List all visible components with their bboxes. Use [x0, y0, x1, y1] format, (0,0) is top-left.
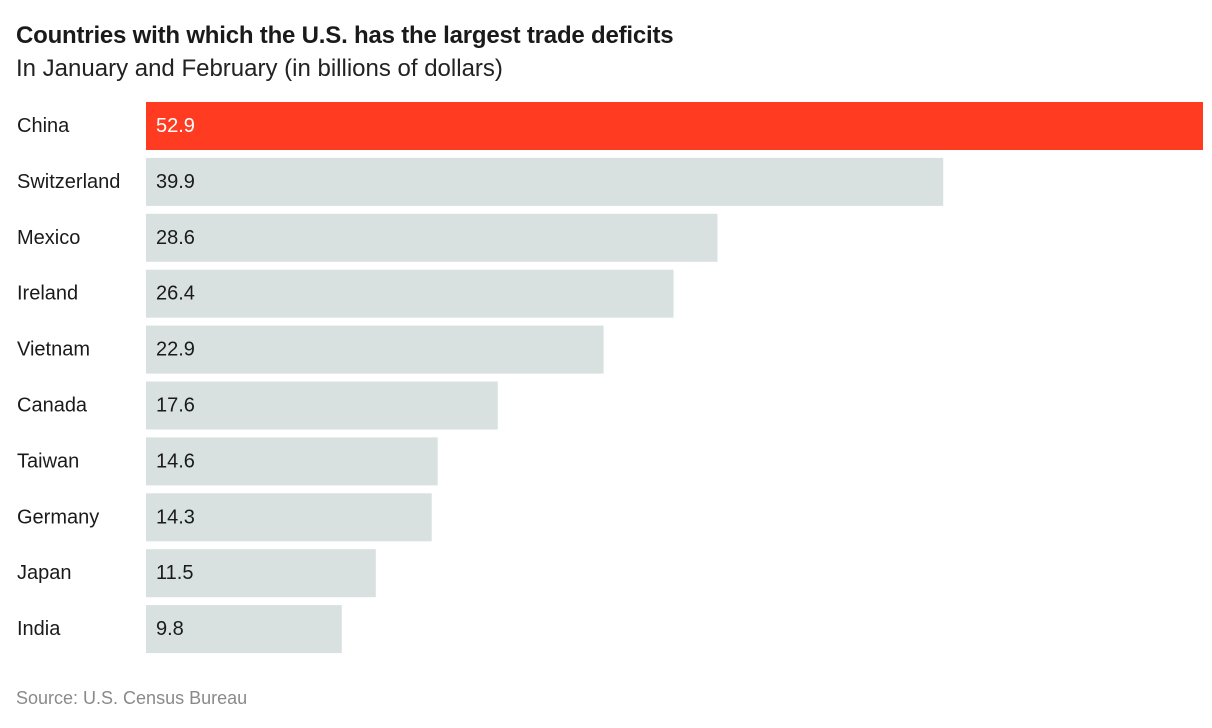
value-label: 11.5: [156, 562, 193, 584]
bar-row-canada: Canada 17.6: [17, 381, 498, 430]
category-label: Vietnam: [17, 339, 90, 361]
category-label: Germany: [17, 506, 99, 528]
category-label: China: [17, 115, 70, 137]
value-label: 22.9: [156, 339, 195, 361]
bar: [146, 493, 432, 542]
value-label: 14.6: [156, 450, 195, 472]
category-label: Taiwan: [17, 450, 79, 472]
category-label: Canada: [17, 395, 88, 417]
bar-row-germany: Germany 14.3: [17, 493, 432, 542]
bar: [146, 437, 438, 486]
category-label: India: [17, 618, 61, 640]
bar-row-mexico: Mexico 28.6: [17, 213, 718, 262]
chart-title: Countries with which the U.S. has the la…: [16, 22, 674, 49]
category-label: Switzerland: [17, 171, 120, 193]
bar-row-japan: Japan 11.5: [17, 549, 376, 598]
bar: [146, 605, 342, 654]
category-label: Mexico: [17, 227, 80, 249]
bar-row-ireland: Ireland 26.4: [17, 269, 674, 318]
bar: [146, 325, 604, 374]
bar: [146, 549, 376, 598]
category-label: Japan: [17, 562, 72, 584]
bar-row-india: India 9.8: [17, 605, 342, 654]
bar-chart: China 52.9 Switzerland 39.9 Mexico 28.6 Irelan…: [17, 102, 1203, 654]
value-label: 52.9: [156, 115, 195, 137]
source-note: Source: U.S. Census Bureau: [16, 688, 247, 709]
category-label: Ireland: [17, 283, 78, 305]
bar: [146, 102, 1203, 150]
bar-row-vietnam: Vietnam 22.9: [17, 325, 604, 374]
bar-row-taiwan: Taiwan 14.6: [17, 437, 438, 486]
value-label: 9.8: [156, 618, 184, 640]
bar: [146, 381, 498, 430]
bar-row-china: China 52.9: [17, 102, 1203, 150]
value-label: 39.9: [156, 171, 195, 193]
value-label: 26.4: [156, 283, 195, 305]
bar: [146, 269, 674, 318]
value-label: 14.3: [156, 506, 195, 528]
source-text: Source: U.S. Census Bureau: [16, 688, 248, 708]
value-label: 28.6: [156, 227, 195, 249]
bar: [146, 157, 944, 206]
value-label: 17.6: [156, 395, 195, 417]
bar-row-switzerland: Switzerland 39.9: [17, 157, 944, 206]
bar: [146, 213, 718, 262]
chart-subtitle: In January and February (in billions of …: [16, 55, 503, 82]
